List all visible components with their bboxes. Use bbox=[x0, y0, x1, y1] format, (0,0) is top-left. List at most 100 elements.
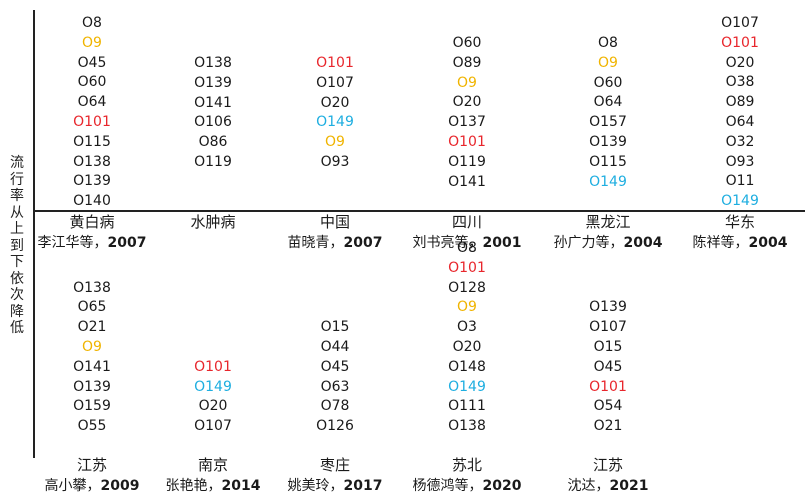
serotype-o107: O107 bbox=[316, 74, 354, 91]
serotype-o148: O148 bbox=[448, 358, 486, 375]
serotype-o101: O101 bbox=[589, 378, 627, 395]
citation: 高小攀，2009 bbox=[45, 476, 140, 496]
serotype-list: O138 O139 O141 O106 O86 O119 bbox=[194, 54, 232, 173]
serotype-o139: O139 bbox=[73, 378, 111, 395]
serotype-o9: O9 bbox=[598, 54, 618, 71]
serotype-o3: O3 bbox=[457, 319, 477, 336]
serotype-list: O107 O101 O20 O38 O89 O64 O32 O93 O11 O149 bbox=[721, 14, 759, 212]
citation: 李江华等，2007 bbox=[38, 233, 147, 253]
serotype-o89: O89 bbox=[452, 54, 482, 71]
serotype-o20: O20 bbox=[452, 338, 482, 355]
study-label: 四川 刘书亮等，2001 bbox=[413, 212, 522, 253]
region-label: 四川 bbox=[451, 213, 482, 231]
serotype-o115: O115 bbox=[589, 153, 627, 170]
region-label: 华东 bbox=[724, 213, 755, 231]
region-label: 黄白病 bbox=[69, 213, 115, 231]
serotype-o107: O107 bbox=[721, 15, 759, 31]
citation-year: 2021 bbox=[609, 478, 649, 494]
serotype-o9: O9 bbox=[325, 134, 345, 151]
serotype-o89: O89 bbox=[725, 94, 755, 111]
serotype-o20: O20 bbox=[452, 94, 482, 111]
citation: 孙广力等，2004 bbox=[554, 233, 663, 253]
serotype-o20: O20 bbox=[198, 398, 228, 415]
region-label: 黑龙江 bbox=[585, 213, 631, 231]
serotype-list: O15 O44 O45 O63 O78 O126 bbox=[316, 318, 354, 437]
serotype-o141: O141 bbox=[194, 94, 232, 111]
citation: 陈祥等，2004 bbox=[693, 233, 788, 253]
serotype-o8: O8 bbox=[457, 240, 477, 256]
citation-authors: 杨德鸿等， bbox=[412, 478, 483, 494]
serotype-list: O8 O9 O45 O60 O64 O101 O115 O138 O139 O140 bbox=[73, 14, 111, 212]
serotype-o149: O149 bbox=[194, 378, 232, 395]
serotype-list: O138 O65 O21 O9 O141 O139 O159 O55 bbox=[73, 279, 111, 437]
serotype-o126: O126 bbox=[316, 418, 354, 435]
region-label: 南京 bbox=[197, 456, 228, 474]
serotype-o157: O157 bbox=[589, 114, 627, 131]
serotype-o45: O45 bbox=[320, 358, 350, 375]
study-label: 江苏 高小攀，2009 bbox=[45, 455, 140, 496]
serotype-o149: O149 bbox=[721, 193, 759, 210]
citation-year: 2004 bbox=[748, 235, 788, 251]
serotype-o140: O140 bbox=[73, 193, 111, 210]
serotype-o149: O149 bbox=[448, 378, 486, 395]
citation: 沈达，2021 bbox=[568, 476, 649, 496]
citation-authors: 张艳艳， bbox=[165, 478, 222, 494]
serotype-o45: O45 bbox=[77, 54, 107, 71]
study-label: 华东陈祥等，2004 bbox=[693, 212, 788, 253]
citation-year: 2009 bbox=[100, 478, 140, 494]
serotype-o63: O63 bbox=[320, 378, 350, 395]
region-label: 江苏 bbox=[592, 456, 623, 474]
serotype-o159: O159 bbox=[73, 398, 111, 415]
serotype-list: O139 O107 O15 O45 O101 O54 O21 bbox=[589, 298, 627, 437]
serotype-o101: O101 bbox=[194, 358, 232, 375]
serotype-o21: O21 bbox=[77, 319, 107, 336]
serotype-o86: O86 bbox=[198, 134, 228, 151]
serotype-o20: O20 bbox=[320, 94, 350, 111]
serotype-o64: O64 bbox=[77, 94, 107, 111]
study-label: 黑龙江孙广力等，2004 bbox=[554, 212, 663, 253]
serotype-o15: O15 bbox=[320, 319, 350, 336]
serotype-o9: O9 bbox=[82, 338, 102, 355]
vertical-axis-line bbox=[33, 10, 35, 458]
study-label: 南京张艳艳，2014 bbox=[166, 455, 261, 496]
serotype-o138: O138 bbox=[73, 279, 111, 296]
serotype-o78: O78 bbox=[320, 398, 350, 415]
serotype-o141: O141 bbox=[448, 173, 486, 190]
serotype-o115: O115 bbox=[73, 133, 111, 150]
serotype-o20: O20 bbox=[725, 54, 755, 71]
y-axis-label: 流行率从上到下依次降低 bbox=[10, 155, 24, 336]
serotype-o55: O55 bbox=[77, 418, 107, 435]
citation: 姚美玲，2017 bbox=[288, 476, 383, 496]
serotype-list: O60 O89 O9 O20 O137 O101 O119 O141 bbox=[448, 34, 486, 192]
study-label: 黄白病李江华等，2007 bbox=[38, 212, 147, 253]
region-label: 苏北 bbox=[451, 456, 482, 474]
serotype-o8: O8 bbox=[598, 35, 618, 51]
serotype-o65: O65 bbox=[77, 299, 107, 316]
serotype-list: O101 O149 O20 O107 bbox=[194, 358, 232, 437]
citation-year: 2007 bbox=[343, 235, 383, 251]
serotype-o149: O149 bbox=[589, 173, 627, 190]
serotype-o138: O138 bbox=[194, 55, 232, 71]
citation-year: 2017 bbox=[343, 478, 383, 494]
serotype-o9: O9 bbox=[82, 34, 102, 51]
serotype-o44: O44 bbox=[320, 338, 350, 355]
serotype-o141: O141 bbox=[73, 358, 111, 375]
serotype-o137: O137 bbox=[448, 114, 486, 131]
serotype-o9: O9 bbox=[457, 299, 477, 316]
serotype-o60: O60 bbox=[593, 74, 623, 91]
citation-year: 2001 bbox=[482, 235, 522, 251]
study-label: 枣庄姚美玲，2017 bbox=[288, 455, 383, 496]
citation: 张艳艳，2014 bbox=[166, 476, 261, 496]
serotype-o11: O11 bbox=[725, 173, 755, 190]
serotype-o8: O8 bbox=[82, 15, 102, 31]
serotype-o138: O138 bbox=[448, 418, 486, 435]
serotype-o60: O60 bbox=[452, 35, 482, 51]
serotype-o101: O101 bbox=[448, 133, 486, 150]
serotype-o139: O139 bbox=[589, 133, 627, 150]
region-label: 中国 bbox=[319, 213, 350, 231]
serotype-o119: O119 bbox=[448, 153, 486, 170]
region-label: 枣庄 bbox=[319, 456, 350, 474]
citation-year: 2020 bbox=[482, 478, 522, 494]
serotype-o54: O54 bbox=[593, 398, 623, 415]
serotype-o139: O139 bbox=[194, 74, 232, 91]
